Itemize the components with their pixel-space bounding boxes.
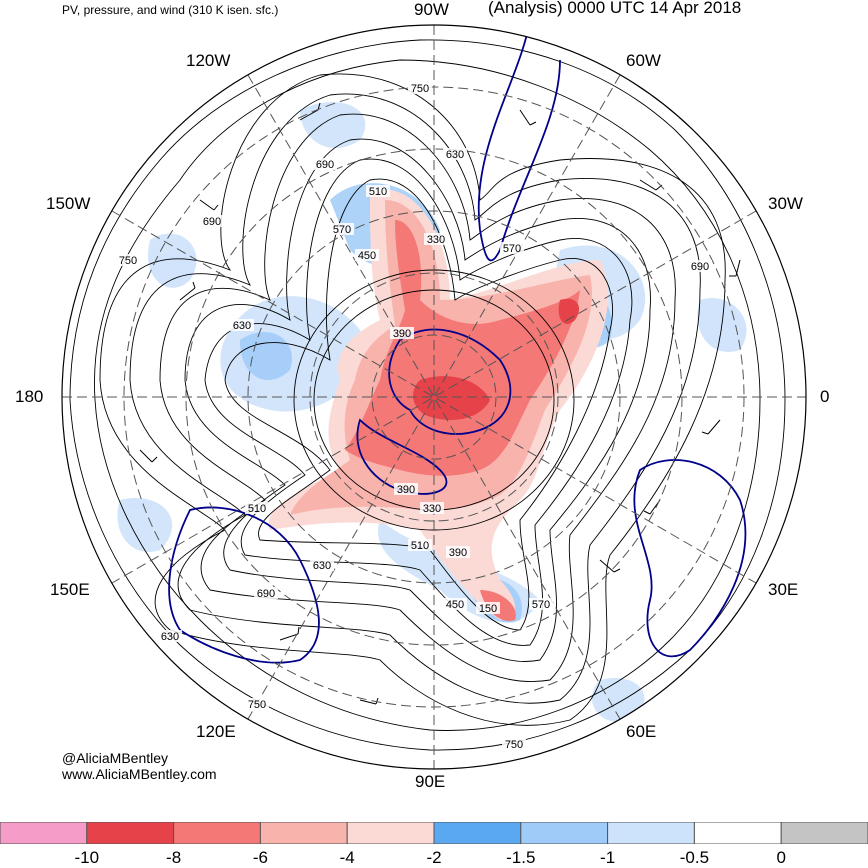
contour-label: 450 xyxy=(446,599,464,611)
polar-map: 750 630 690 510 330 570 450 750 690 630 390 570 390 5… xyxy=(61,24,807,770)
colorbar-swatch xyxy=(607,822,695,844)
author-website: www.AliciaMBentley.com xyxy=(62,766,217,782)
map-subtitle: PV, pressure, and wind (310 K isen. sfc.… xyxy=(62,3,279,17)
lon-label-90w: 90W xyxy=(414,0,449,19)
contour-label: 150 xyxy=(479,603,497,615)
colorbar-tick-label: -8 xyxy=(166,848,182,867)
contour-label: 630 xyxy=(161,631,179,643)
contour-label: 510 xyxy=(369,186,387,198)
lon-label-30w: 30W xyxy=(768,194,803,213)
colorbar-tick-label: -10 xyxy=(74,848,100,867)
lon-label-0: 0 xyxy=(820,387,830,406)
contour-label: 390 xyxy=(397,484,415,496)
colorbar-swatch xyxy=(259,822,348,844)
graticule xyxy=(62,25,806,769)
contour-label: 330 xyxy=(427,234,445,246)
colorbar-swatch xyxy=(780,822,868,844)
contour-label: 390 xyxy=(393,328,411,340)
colorbar-tick-label: 0 xyxy=(776,848,786,867)
contour-label: 690 xyxy=(203,216,221,228)
contour-label: 750 xyxy=(505,739,523,751)
author-handle: @AliciaMBentley xyxy=(62,750,169,766)
contour-labels: 750 630 690 510 330 570 450 750 690 630 390 570 390 5… xyxy=(116,82,712,751)
contour-label: 690 xyxy=(691,261,709,273)
contour-label: 630 xyxy=(233,320,251,332)
colorbar xyxy=(0,822,868,844)
colorbar-tick-label: -0.5 xyxy=(679,848,710,867)
contour-label: 630 xyxy=(313,560,331,572)
lon-label-150e: 150E xyxy=(50,580,90,599)
colorbar-swatch xyxy=(346,822,435,844)
contour-label: 690 xyxy=(316,159,334,171)
contour-label: 750 xyxy=(411,83,429,95)
lon-label-60w: 60W xyxy=(626,51,661,70)
lon-label-30e: 30E xyxy=(768,580,799,599)
coastlines xyxy=(168,25,747,664)
colorbar-swatch xyxy=(86,822,175,844)
lon-label-120e: 120E xyxy=(196,722,236,741)
contour-label: 390 xyxy=(449,547,467,559)
contour-label: 570 xyxy=(333,224,351,236)
colorbar-tick-label: -2 xyxy=(426,848,442,867)
contour-label: 510 xyxy=(248,503,266,515)
colorbar-swatch xyxy=(520,822,609,844)
lon-label-180: 180 xyxy=(15,387,44,406)
colorbar-swatch xyxy=(433,822,522,844)
contour-label: 450 xyxy=(358,250,376,262)
colorbar-tick-label: -6 xyxy=(252,848,268,867)
colorbar-swatch xyxy=(693,822,782,844)
contour-label: 630 xyxy=(446,149,464,161)
wind-barbs xyxy=(139,102,741,705)
map-title: (Analysis) 0000 UTC 14 Apr 2018 xyxy=(488,0,742,17)
lon-label-90e: 90E xyxy=(415,772,446,791)
colorbar-tick-label: -4 xyxy=(339,848,355,867)
contour-label: 330 xyxy=(423,503,441,515)
contour-label: 750 xyxy=(119,255,137,267)
contour-label: 750 xyxy=(248,699,266,711)
colorbar-tick-label: -1.5 xyxy=(506,848,536,867)
colorbar-tick-label: -1 xyxy=(600,848,616,867)
lon-label-150w: 150W xyxy=(46,194,91,213)
colorbar-swatch xyxy=(0,822,88,844)
lon-label-60e: 60E xyxy=(626,722,657,741)
lon-label-120w: 120W xyxy=(186,51,231,70)
contour-label: 570 xyxy=(503,243,521,255)
colorbar-swatch xyxy=(173,822,261,844)
map-boundary xyxy=(61,24,807,770)
contour-label: 690 xyxy=(257,588,275,600)
contour-label: 570 xyxy=(532,599,550,611)
contour-label: 510 xyxy=(411,540,429,552)
